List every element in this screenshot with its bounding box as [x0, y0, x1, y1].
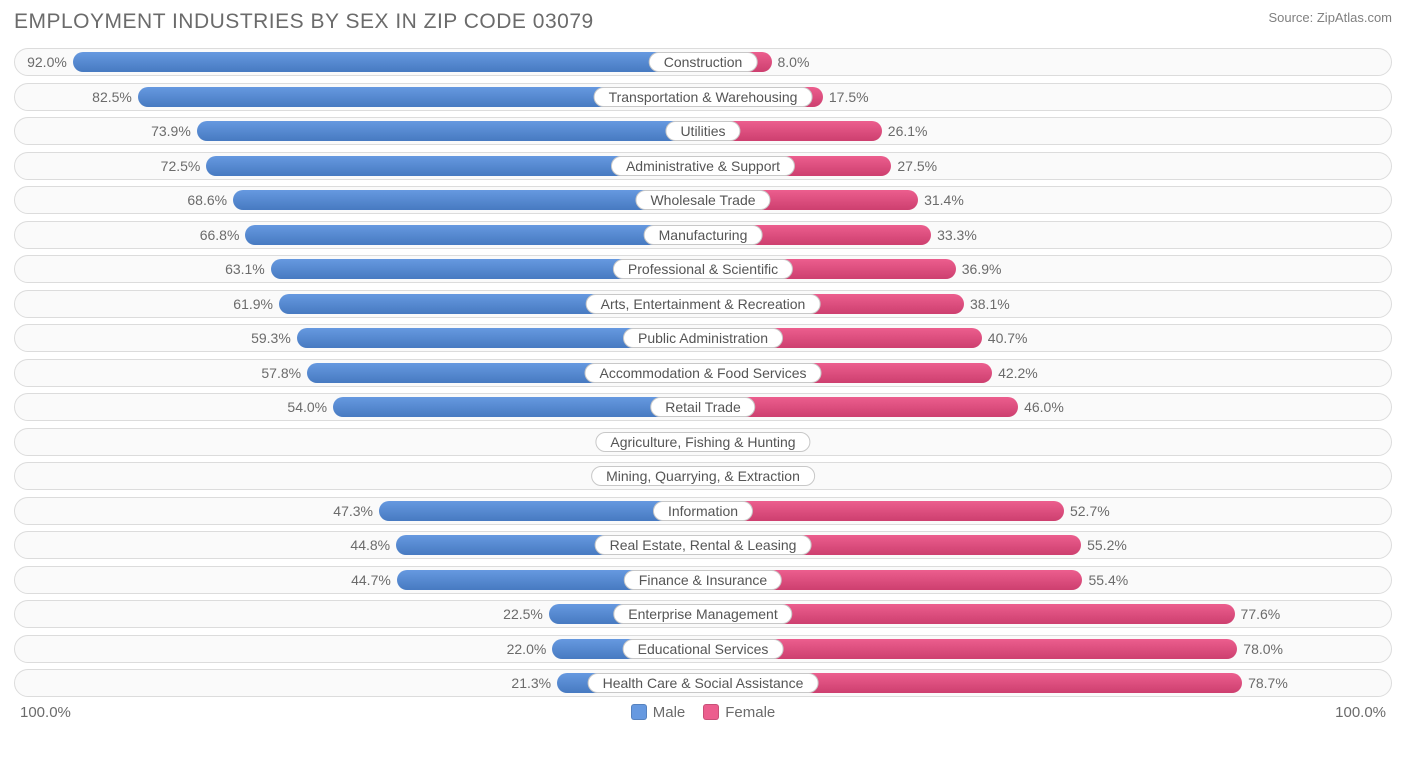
- category-label: Retail Trade: [650, 397, 755, 417]
- chart-row: 22.0% 78.0% Educational Services: [14, 635, 1392, 663]
- male-pct-label: 59.3%: [235, 330, 291, 346]
- male-pct-label: 54.0%: [271, 399, 327, 415]
- category-label: Construction: [649, 52, 758, 72]
- female-pct-label: 40.7%: [988, 330, 1044, 346]
- female-pct-label: 55.2%: [1087, 537, 1143, 553]
- female-pct-label: 33.3%: [937, 227, 993, 243]
- chart-row: 72.5% 27.5% Administrative & Support: [14, 152, 1392, 180]
- chart-row: 92.0% 8.0% Construction: [14, 48, 1392, 76]
- male-pct-label: 44.8%: [334, 537, 390, 553]
- female-bar: 52.7%: [703, 501, 1064, 521]
- chart-title: EMPLOYMENT INDUSTRIES BY SEX IN ZIP CODE…: [14, 10, 594, 34]
- chart-row: 47.3%52.7%Information: [14, 497, 1392, 525]
- male-pct-label: 61.9%: [217, 296, 273, 312]
- male-pct-label: 57.8%: [245, 365, 301, 381]
- female-pct-label: 26.1%: [888, 123, 944, 139]
- category-label: Real Estate, Rental & Leasing: [595, 535, 812, 555]
- female-pct-label: 78.7%: [1248, 675, 1304, 691]
- male-pct-label: 68.6%: [171, 192, 227, 208]
- female-pct-label: 8.0%: [778, 54, 834, 70]
- male-bar: 68.6%: [233, 190, 703, 210]
- chart-row: 44.8% 55.2% Real Estate, Rental & Leasing: [14, 531, 1392, 559]
- chart-row: 66.8% 33.3% Manufacturing: [14, 221, 1392, 249]
- female-pct-label: 42.2%: [998, 365, 1054, 381]
- category-label: Wholesale Trade: [635, 190, 770, 210]
- category-label: Health Care & Social Assistance: [588, 673, 819, 693]
- category-label: Professional & Scientific: [613, 259, 793, 279]
- category-label: Enterprise Management: [613, 604, 792, 624]
- legend-item-female: Female: [703, 704, 775, 721]
- category-label: Administrative & Support: [611, 156, 795, 176]
- source-attribution: Source: ZipAtlas.com: [1268, 10, 1392, 25]
- chart-row: 22.5% 77.6% Enterprise Management: [14, 600, 1392, 628]
- chart-row: 57.8% 42.2% Accommodation & Food Services: [14, 359, 1392, 387]
- chart-row: 44.7% 55.4% Finance & Insurance: [14, 566, 1392, 594]
- male-bar: 92.0%: [73, 52, 703, 72]
- chart-row: 54.0% 46.0% Retail Trade: [14, 393, 1392, 421]
- category-label: Educational Services: [623, 639, 784, 659]
- diverging-bar-chart: 92.0% 8.0% Construction 82.5% 17.5% Transport…: [14, 48, 1392, 697]
- chart-row: 73.9% 26.1% Utilities: [14, 117, 1392, 145]
- female-swatch-icon: [703, 704, 719, 720]
- female-pct-label: 46.0%: [1024, 399, 1080, 415]
- category-label: Information: [653, 501, 753, 521]
- chart-row: 61.9% 38.1% Arts, Entertainment & Recreati…: [14, 290, 1392, 318]
- female-pct-label: 78.0%: [1243, 641, 1299, 657]
- chart-row: 0.0%0.0%Mining, Quarrying, & Extraction: [14, 462, 1392, 490]
- female-pct-label: 77.6%: [1241, 606, 1297, 622]
- legend: Male Female: [631, 704, 776, 721]
- chart-row: 0.0%0.0%Agriculture, Fishing & Hunting: [14, 428, 1392, 456]
- category-label: Agriculture, Fishing & Hunting: [595, 432, 810, 452]
- category-label: Accommodation & Food Services: [585, 363, 822, 383]
- male-bar: 54.0%: [333, 397, 703, 417]
- male-bar: 73.9%: [197, 121, 703, 141]
- female-pct-label: 38.1%: [970, 296, 1026, 312]
- category-label: Mining, Quarrying, & Extraction: [591, 466, 815, 486]
- male-bar: 66.8%: [245, 225, 703, 245]
- chart-footer: 100.0% Male Female 100.0%: [14, 704, 1392, 721]
- female-pct-label: 55.4%: [1088, 572, 1144, 588]
- male-pct-label: 92.0%: [11, 54, 67, 70]
- female-pct-label: 31.4%: [924, 192, 980, 208]
- chart-row: 59.3% 40.7% Public Administration: [14, 324, 1392, 352]
- male-pct-label: 21.3%: [495, 675, 551, 691]
- male-pct-label: 44.7%: [335, 572, 391, 588]
- category-label: Utilities: [665, 121, 740, 141]
- category-label: Arts, Entertainment & Recreation: [586, 294, 821, 314]
- male-swatch-icon: [631, 704, 647, 720]
- female-pct-label: 27.5%: [897, 158, 953, 174]
- axis-max-right: 100.0%: [775, 704, 1392, 721]
- male-pct-label: 82.5%: [76, 89, 132, 105]
- header: EMPLOYMENT INDUSTRIES BY SEX IN ZIP CODE…: [14, 10, 1392, 34]
- male-pct-label: 73.9%: [135, 123, 191, 139]
- male-pct-label: 22.0%: [490, 641, 546, 657]
- legend-item-male: Male: [631, 704, 686, 721]
- male-pct-label: 22.5%: [487, 606, 543, 622]
- male-pct-label: 47.3%: [317, 503, 373, 519]
- female-pct-label: 52.7%: [1070, 503, 1126, 519]
- chart-row: 63.1% 36.9% Professional & Scientific: [14, 255, 1392, 283]
- female-pct-label: 17.5%: [829, 89, 885, 105]
- male-pct-label: 72.5%: [144, 158, 200, 174]
- male-pct-label: 63.1%: [209, 261, 265, 277]
- chart-row: 68.6% 31.4% Wholesale Trade: [14, 186, 1392, 214]
- legend-label-male: Male: [653, 704, 686, 721]
- category-label: Finance & Insurance: [624, 570, 782, 590]
- category-label: Transportation & Warehousing: [594, 87, 813, 107]
- category-label: Public Administration: [623, 328, 783, 348]
- chart-row: 21.3% 78.7% Health Care & Social Assistanc…: [14, 669, 1392, 697]
- category-label: Manufacturing: [644, 225, 763, 245]
- male-pct-label: 66.8%: [183, 227, 239, 243]
- chart-row: 82.5% 17.5% Transportation & Warehousing: [14, 83, 1392, 111]
- legend-label-female: Female: [725, 704, 775, 721]
- female-pct-label: 36.9%: [962, 261, 1018, 277]
- axis-max-left: 100.0%: [14, 704, 631, 721]
